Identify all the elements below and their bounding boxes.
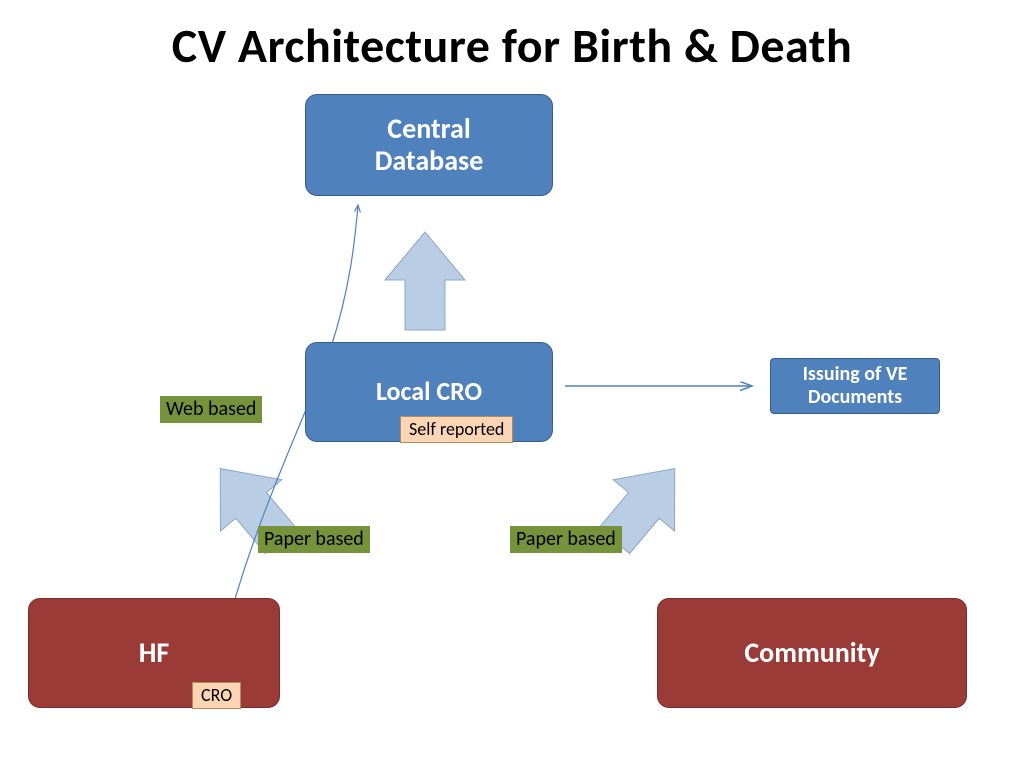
node-label: Issuing of VE Documents xyxy=(803,363,908,409)
label-paper-based-right: Paper based xyxy=(510,526,622,553)
node-issuing: Issuing of VE Documents xyxy=(770,358,940,414)
node-label: Central Database xyxy=(375,113,484,177)
label-text: CRO xyxy=(201,685,232,706)
node-hf: HF xyxy=(28,598,280,708)
label-text: Web based xyxy=(166,398,256,421)
label-self-reported: Self reported xyxy=(400,416,513,443)
label-text: Paper based xyxy=(264,528,364,551)
node-label: Local CRO xyxy=(376,377,482,407)
node-label: Community xyxy=(744,637,879,669)
node-central-database: Central Database xyxy=(305,94,553,196)
node-label: HF xyxy=(139,637,170,669)
label-cro: CRO xyxy=(192,682,241,709)
node-community: Community xyxy=(657,598,967,708)
label-paper-based-left: Paper based xyxy=(258,526,370,553)
block-arrow-up xyxy=(385,232,465,330)
label-web-based: Web based xyxy=(160,396,262,423)
label-text: Self reported xyxy=(409,419,504,440)
label-text: Paper based xyxy=(516,528,616,551)
diagram-stage: CV Architecture for Birth & Death xyxy=(0,0,1024,768)
page-title: CV Architecture for Birth & Death xyxy=(0,16,1024,75)
